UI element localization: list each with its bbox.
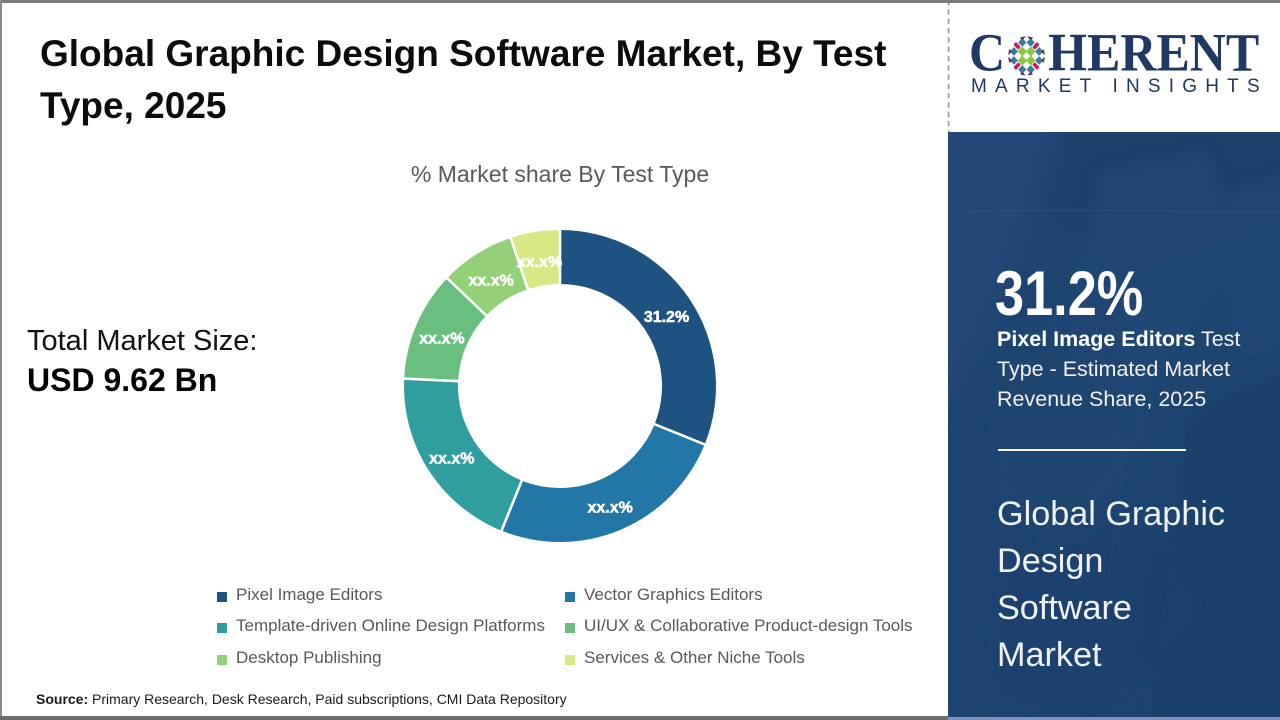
svg-text:31.2%: 31.2%: [644, 309, 689, 326]
svg-text:xx.x%: xx.x%: [419, 330, 464, 347]
svg-text:xx.x%: xx.x%: [469, 272, 514, 289]
svg-text:xx.x%: xx.x%: [588, 499, 633, 516]
svg-text:xx.x%: xx.x%: [517, 254, 562, 271]
svg-text:xx.x%: xx.x%: [429, 450, 474, 467]
